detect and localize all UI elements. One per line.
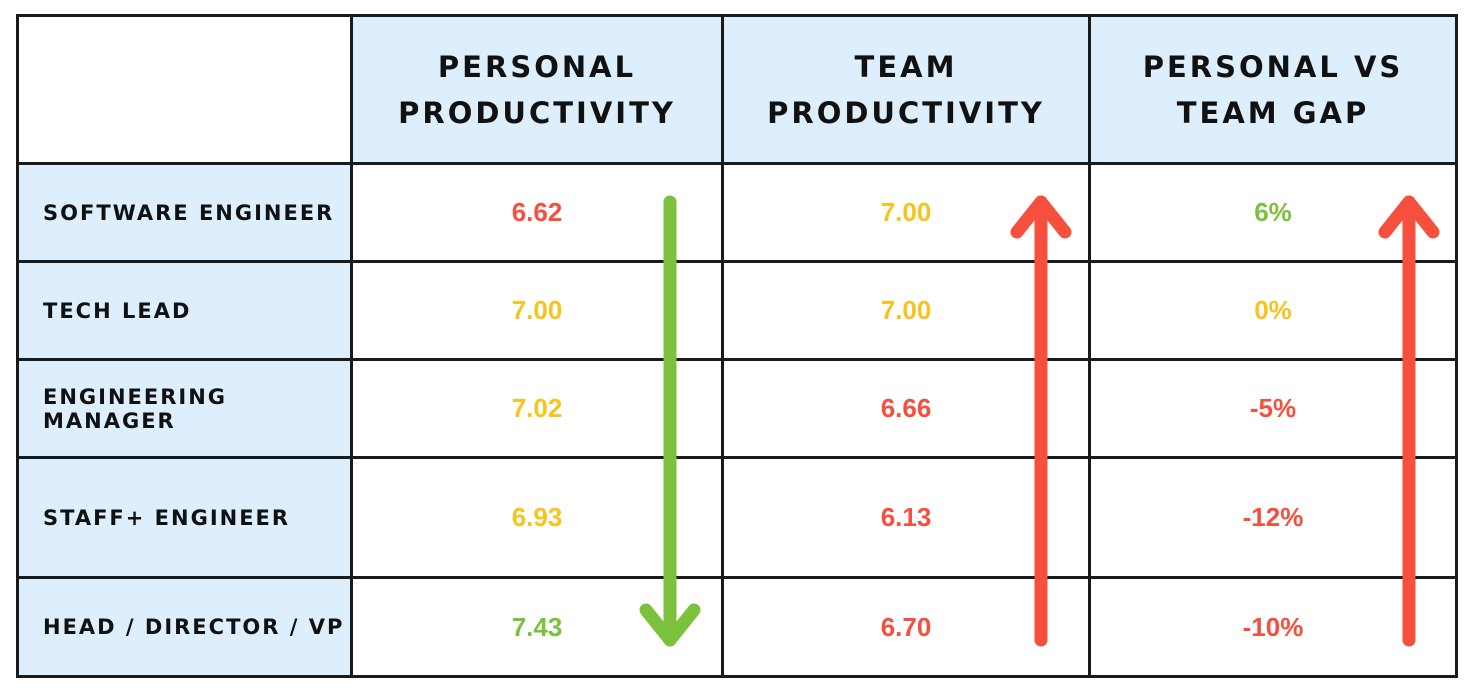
personal-productivity-value: 7.43 [350, 576, 724, 678]
table-row: Staff+ Engineer 6.93 6.13 -12% [16, 456, 1458, 579]
row-label: Head / Director / VP [16, 576, 353, 678]
table-row: Tech Lead 7.00 7.00 0% [16, 260, 1458, 361]
productivity-table: Personal Productivity Team Productivity … [16, 14, 1458, 678]
header-corner-cell [16, 14, 353, 165]
personal-productivity-value: 6.62 [350, 162, 724, 263]
row-label: Tech Lead [16, 260, 353, 361]
table-row: Software Engineer 6.62 7.00 6% [16, 162, 1458, 263]
team-productivity-value: 6.66 [721, 358, 1091, 459]
gap-value: -12% [1088, 456, 1458, 579]
team-productivity-value: 7.00 [721, 260, 1091, 361]
team-productivity-value: 6.13 [721, 456, 1091, 579]
header-personal-productivity: Personal Productivity [350, 14, 724, 165]
gap-value: 6% [1088, 162, 1458, 263]
team-productivity-value: 7.00 [721, 162, 1091, 263]
personal-productivity-value: 6.93 [350, 456, 724, 579]
header-row: Personal Productivity Team Productivity … [16, 14, 1458, 165]
table-row: Engineering Manager 7.02 6.66 -5% [16, 358, 1458, 459]
table-row: Head / Director / VP 7.43 6.70 -10% [16, 576, 1458, 678]
row-label: Staff+ Engineer [16, 456, 353, 579]
row-label: Software Engineer [16, 162, 353, 263]
personal-productivity-value: 7.02 [350, 358, 724, 459]
header-team-productivity: Team Productivity [721, 14, 1091, 165]
row-label: Engineering Manager [16, 358, 353, 459]
team-productivity-value: 6.70 [721, 576, 1091, 678]
gap-value: 0% [1088, 260, 1458, 361]
gap-value: -10% [1088, 576, 1458, 678]
personal-productivity-value: 7.00 [350, 260, 724, 361]
header-personal-vs-team-gap: Personal vs Team Gap [1088, 14, 1458, 165]
gap-value: -5% [1088, 358, 1458, 459]
